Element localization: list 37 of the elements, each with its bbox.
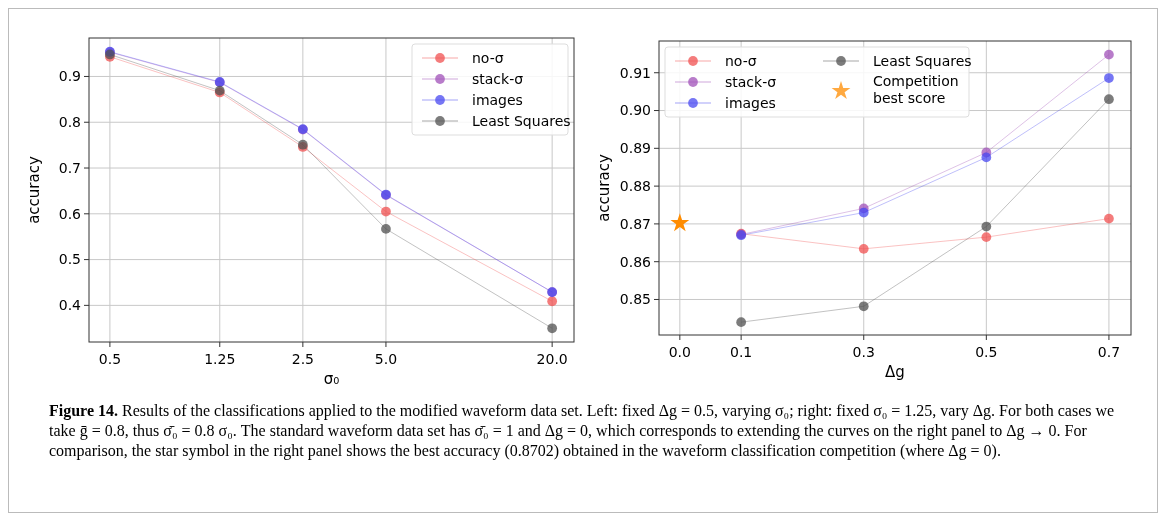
x-tick-label: 0.5 — [975, 344, 998, 360]
legend-label: no-σ — [472, 50, 504, 66]
y-tick-label: 0.91 — [619, 64, 651, 81]
x-tick-label: 0.7 — [1097, 344, 1121, 360]
x-axis-title: Δg — [885, 363, 905, 381]
x-tick-label: 0.0 — [668, 344, 691, 360]
legend-label: stack-σ — [472, 71, 524, 87]
y-tick-label: 0.7 — [58, 159, 81, 176]
legend-label: Least Squares — [873, 53, 972, 69]
y-tick-label: 0.9 — [58, 68, 81, 85]
legend-label: no-σ — [725, 53, 757, 69]
x-tick-label: 2.5 — [291, 351, 314, 367]
x-tick-label: 5.0 — [374, 351, 398, 367]
y-tick-label: 0.86 — [619, 253, 652, 270]
y-tick-label: 0.87 — [619, 215, 651, 232]
legend-label: stack-σ — [725, 74, 777, 90]
x-tick-label: 0.3 — [852, 344, 875, 360]
y-axis-title: accuracy — [595, 154, 613, 222]
x-axis-title: σ₀ — [323, 370, 340, 388]
legend-label: images — [725, 95, 776, 111]
x-tick-label: 0.5 — [98, 351, 122, 367]
legend-label: images — [472, 92, 523, 108]
x-tick-label: 0.1 — [730, 344, 753, 360]
x-tick-label: 1.25 — [204, 351, 236, 367]
legend-label: Competition best score — [873, 73, 959, 106]
y-tick-label: 0.89 — [619, 140, 651, 157]
y-tick-label: 0.6 — [58, 205, 82, 222]
y-axis-title: accuracy — [25, 156, 43, 224]
y-tick-label: 0.88 — [619, 178, 651, 195]
legend-label: Least Squares — [472, 113, 571, 129]
x-tick-label: 20.0 — [536, 351, 568, 367]
caption: Figure 14. Results of the classifications applied to the modified waveform data set. Left: fixed Δg = 0.5, varying σ₀; right: fixed σ₀ = 1.25, vary Δg. For both cases we take ḡ = 0.8, thus σ̄₀ = 0.8 σ₀. The standard waveform data set has σ̄₀ = 1 and Δg = 0, which corresponds to extending the curves on the right panel to Δg → 0. For comparison, the star symbol in the right panel shows the best accuracy (0.8702) obtained in the waveform classification competition (where Δg = 0). — [49, 401, 1116, 461]
y-tick-label: 0.85 — [619, 291, 651, 308]
y-tick-label: 0.4 — [58, 297, 82, 314]
y-tick-label: 0.90 — [619, 102, 651, 119]
y-tick-label: 0.8 — [58, 114, 81, 131]
y-tick-label: 0.5 — [58, 251, 81, 268]
